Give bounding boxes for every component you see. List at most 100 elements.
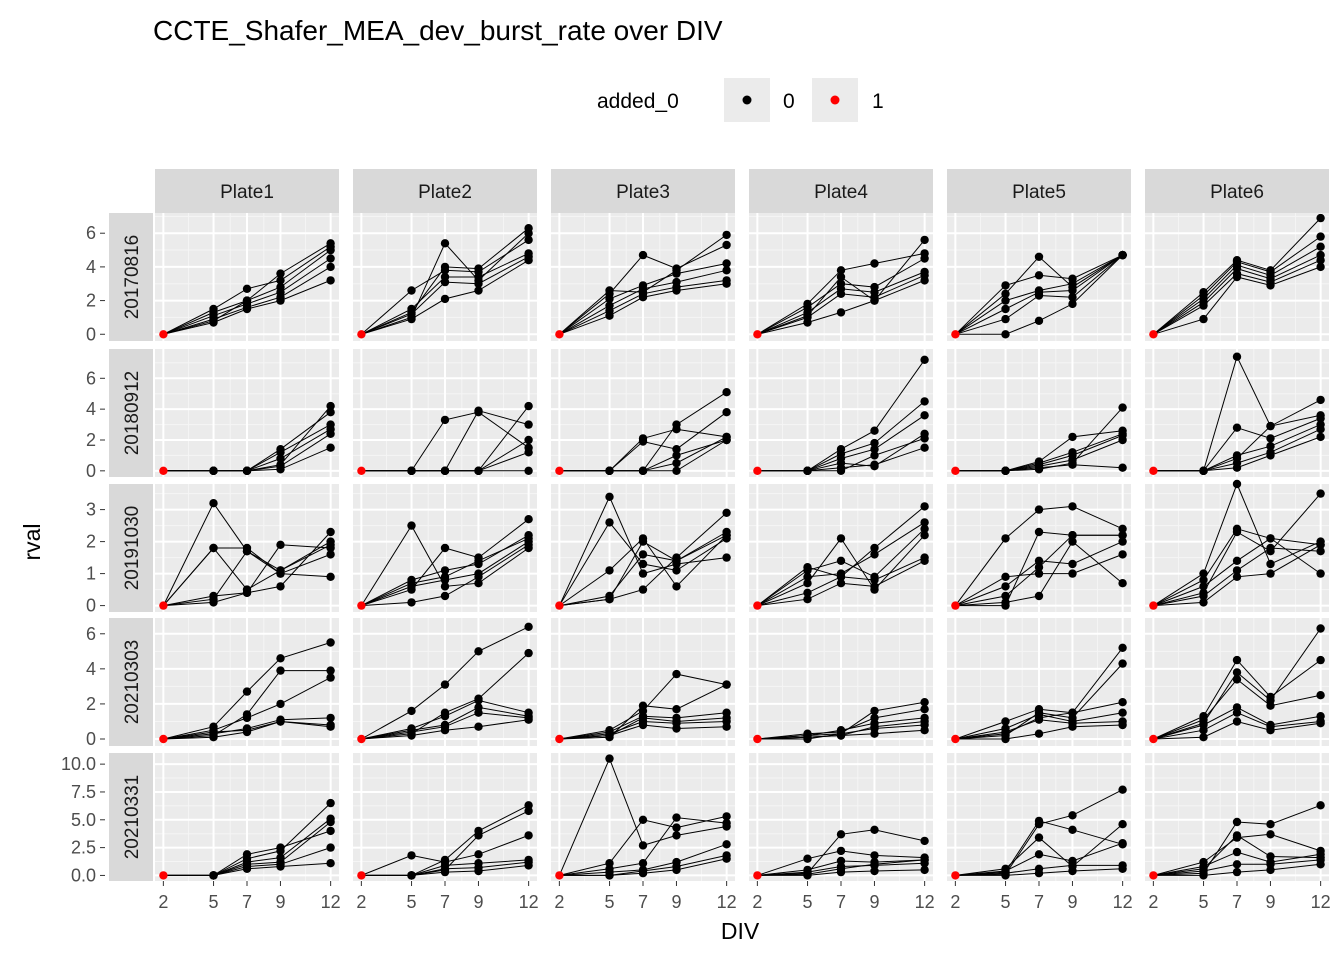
data-point — [638, 434, 648, 443]
data-point — [920, 698, 929, 707]
legend-key-0-marker — [742, 95, 752, 105]
facet-panel — [947, 213, 1131, 341]
data-point — [1232, 479, 1242, 489]
data-point — [524, 235, 533, 245]
data-point — [1199, 588, 1208, 597]
data-point-added — [357, 466, 366, 475]
data-point — [407, 726, 416, 735]
data-point — [242, 726, 252, 735]
data-point — [803, 311, 812, 320]
data-point-added — [159, 734, 168, 744]
data-point — [1316, 232, 1325, 241]
data-point — [1316, 432, 1325, 442]
data-point-added — [357, 871, 366, 880]
data-point — [1199, 288, 1208, 297]
data-point — [920, 249, 929, 258]
data-point — [1266, 559, 1275, 569]
data-point — [1001, 314, 1010, 324]
data-point — [1316, 801, 1325, 810]
data-point — [870, 572, 879, 581]
data-point — [1001, 534, 1010, 543]
data-point — [276, 269, 285, 278]
data-point — [870, 713, 879, 723]
data-point — [326, 666, 335, 675]
data-point — [722, 713, 731, 723]
data-point — [440, 566, 450, 575]
data-point — [326, 814, 335, 823]
data-point-added — [357, 734, 366, 744]
data-point — [638, 466, 648, 475]
data-point — [605, 595, 614, 604]
data-point — [242, 585, 252, 594]
x-tick-label: 7 — [1232, 892, 1242, 912]
data-point — [440, 466, 450, 475]
data-point — [1316, 624, 1325, 633]
data-point — [722, 812, 731, 821]
data-point — [524, 648, 533, 658]
row-strip — [109, 213, 153, 341]
data-point — [1232, 256, 1242, 265]
data-point-added — [555, 466, 564, 475]
data-point — [474, 276, 483, 285]
data-point — [722, 266, 731, 275]
data-point — [1266, 421, 1275, 431]
data-point — [1232, 566, 1242, 575]
data-point — [836, 556, 846, 565]
data-point — [524, 534, 533, 543]
data-point — [524, 401, 533, 411]
data-point — [1118, 820, 1127, 829]
data-point — [276, 853, 285, 862]
data-point — [1001, 304, 1010, 314]
data-point — [920, 502, 929, 511]
data-point — [1118, 537, 1127, 546]
data-point — [605, 492, 614, 501]
data-point — [605, 286, 614, 295]
data-point — [1232, 860, 1242, 869]
x-tick-label: 2 — [950, 892, 960, 912]
data-point — [326, 239, 335, 248]
y-tick-label: 4 — [86, 257, 96, 277]
data-point — [605, 566, 614, 575]
data-point — [1199, 466, 1208, 475]
facet-panel — [353, 484, 537, 612]
data-point — [836, 846, 846, 856]
data-point — [638, 550, 648, 559]
data-point — [1232, 556, 1242, 565]
data-point-added — [159, 871, 168, 880]
data-point — [803, 566, 812, 575]
data-point — [1068, 569, 1077, 578]
x-tick-label: 2 — [1148, 892, 1158, 912]
data-point-added — [1149, 734, 1158, 744]
data-point — [870, 851, 879, 860]
data-point — [1199, 857, 1208, 867]
data-point — [524, 249, 533, 258]
data-point — [1001, 330, 1010, 339]
data-point — [722, 851, 731, 860]
data-point — [672, 466, 681, 475]
data-point — [276, 717, 285, 726]
data-point — [242, 284, 252, 293]
data-point — [1034, 271, 1044, 280]
data-point — [638, 865, 648, 875]
data-point — [1232, 655, 1242, 665]
data-point — [474, 466, 483, 475]
data-point — [870, 451, 879, 460]
facet-panel — [155, 484, 339, 612]
legend-label-1: 1 — [872, 90, 884, 113]
data-point — [524, 466, 533, 475]
column-strip — [155, 169, 339, 213]
x-tick-label: 7 — [638, 892, 648, 912]
data-point — [1068, 862, 1077, 871]
data-point — [1199, 598, 1208, 607]
data-point — [722, 680, 731, 689]
data-point — [920, 518, 929, 527]
data-point-added — [159, 466, 168, 475]
data-point — [440, 415, 450, 425]
data-point — [1001, 281, 1010, 290]
y-axis-title: rval — [19, 523, 45, 560]
y-tick-label: 1 — [86, 564, 96, 584]
data-point — [1034, 527, 1044, 537]
data-point — [605, 731, 614, 740]
data-point — [672, 669, 681, 679]
data-point — [1199, 575, 1208, 585]
